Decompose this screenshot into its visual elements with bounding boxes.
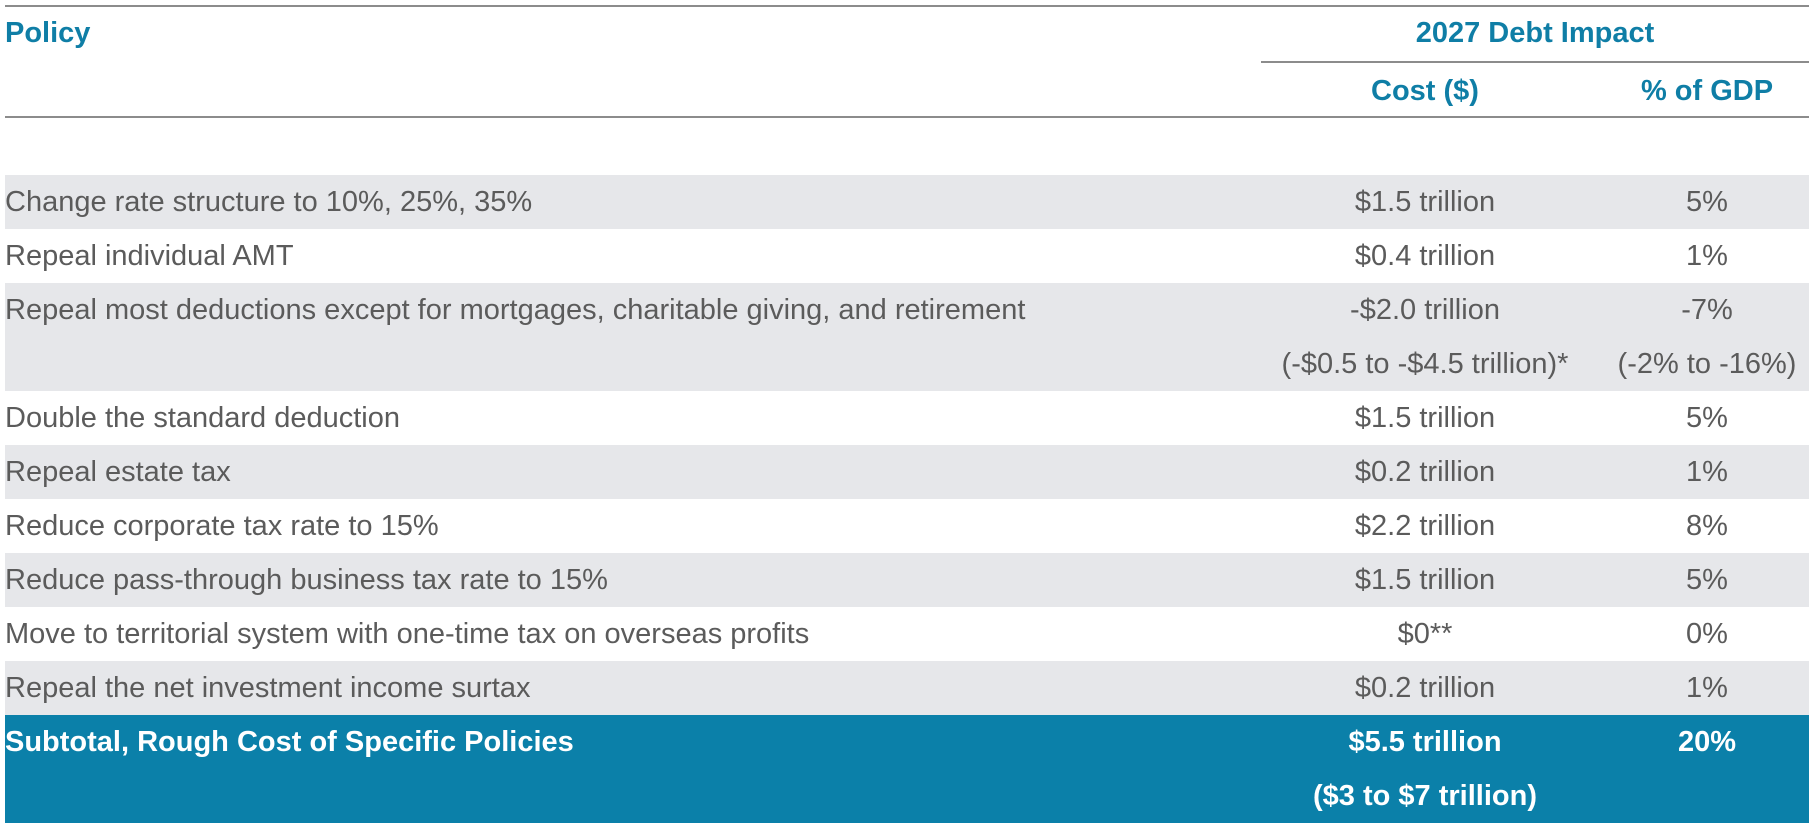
gdp-cell: 5%: [1686, 186, 1728, 218]
cost-cell: -$2.0 trillion: [1350, 294, 1500, 326]
table-row: Move to territorial system with one-time…: [5, 607, 1809, 661]
policy-cell: Repeal most deductions except for mortga…: [5, 294, 1026, 326]
subtotal-cost-range: ($3 to $7 trillion): [1313, 780, 1537, 812]
gdp-cell: 5%: [1686, 564, 1728, 596]
gdp-cell: 0%: [1686, 618, 1728, 650]
policy-cell: Repeal estate tax: [5, 456, 231, 488]
policy-cell: Reduce pass-through business tax rate to…: [5, 564, 608, 596]
policy-cell: Double the standard deduction: [5, 402, 401, 434]
top-rule: [5, 5, 1809, 7]
table-row: Reduce corporate tax rate to 15% $2.2 tr…: [5, 499, 1809, 553]
header-cost: Cost ($): [1371, 75, 1479, 107]
cost-cell: $2.2 trillion: [1354, 510, 1496, 542]
cost-cell: $1.5 trillion: [1354, 402, 1496, 434]
gdp-cell: 1%: [1686, 672, 1728, 704]
table-row-range: (-$0.5 to -$4.5 trillion)* (-2% to -16%): [5, 337, 1809, 391]
policy-cell: Move to territorial system with one-time…: [5, 618, 810, 650]
gdp-cell: 1%: [1686, 456, 1728, 488]
subtotal-gdp: 20%: [1677, 726, 1737, 758]
table-row: Double the standard deduction $1.5 trill…: [5, 391, 1809, 445]
cost-cell: $0.2 trillion: [1354, 456, 1496, 488]
policy-cell: Repeal individual AMT: [5, 240, 294, 272]
cost-cell: $0.2 trillion: [1354, 672, 1496, 704]
header-bottom-rule: [5, 116, 1809, 118]
cost-cell: $0.4 trillion: [1354, 240, 1496, 272]
gdp-cell: 8%: [1686, 510, 1728, 542]
group-rule: [1261, 61, 1809, 63]
gdp-range-cell: (-2% to -16%): [1617, 348, 1797, 380]
subtotal-label: Subtotal, Rough Cost of Specific Policie…: [5, 726, 574, 758]
policy-cell: Repeal the net investment income surtax: [5, 672, 531, 704]
table-row: Repeal most deductions except for mortga…: [5, 283, 1809, 337]
gdp-cell: 5%: [1686, 402, 1728, 434]
table-row: Change rate structure to 10%, 25%, 35% $…: [5, 175, 1809, 229]
table-row: Repeal individual AMT $0.4 trillion 1%: [5, 229, 1809, 283]
table-row: Repeal estate tax $0.2 trillion 1%: [5, 445, 1809, 499]
cost-cell: $1.5 trillion: [1354, 186, 1496, 218]
header-2027-debt-impact: 2027 Debt Impact: [1415, 17, 1655, 49]
cost-cell: $0**: [1397, 618, 1453, 650]
subtotal-cost: $5.5 trillion: [1348, 726, 1502, 758]
policy-cell: Change rate structure to 10%, 25%, 35%: [5, 186, 533, 218]
subtotal-row: Subtotal, Rough Cost of Specific Policie…: [5, 715, 1809, 769]
table-row: Repeal the net investment income surtax …: [5, 661, 1809, 715]
cost-range-cell: (-$0.5 to -$4.5 trillion)*: [1281, 348, 1569, 380]
header-policy: Policy: [5, 17, 91, 49]
table-row: Reduce pass-through business tax rate to…: [5, 553, 1809, 607]
header-gdp: % of GDP: [1640, 75, 1774, 107]
subtotal-range-row: ($3 to $7 trillion): [5, 769, 1809, 823]
policy-cell: Reduce corporate tax rate to 15%: [5, 510, 439, 542]
gdp-cell: 1%: [1686, 240, 1728, 272]
cost-cell: $1.5 trillion: [1354, 564, 1496, 596]
gdp-cell: -7%: [1681, 294, 1733, 326]
